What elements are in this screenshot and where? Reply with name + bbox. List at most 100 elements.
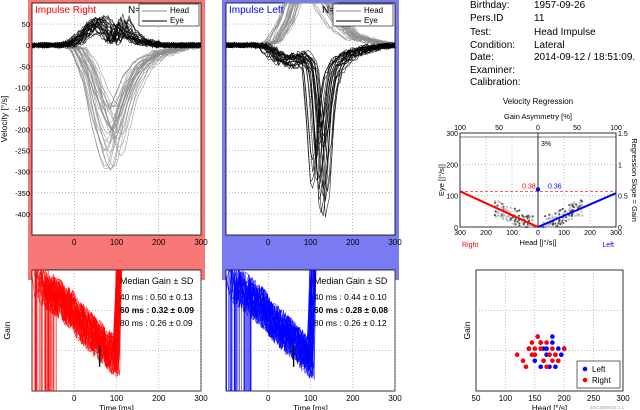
- x-tick-label: 200: [480, 230, 492, 237]
- examiner-row: Examiner:: [470, 65, 640, 78]
- regression-point: [572, 201, 576, 204]
- regression-point: [502, 217, 505, 221]
- x-tick-label: 150: [528, 394, 542, 403]
- x-tick-label: 50: [472, 394, 481, 403]
- gain-trace: [231, 269, 315, 391]
- regression-point: [505, 205, 509, 208]
- watermark: ESCIEMVO3 1.1: [590, 405, 624, 410]
- regression-point: [498, 201, 502, 204]
- x-tick-label: 100: [304, 238, 318, 247]
- right-point: [541, 358, 546, 364]
- eye-trace: [31, 13, 202, 49]
- regression-point: [551, 222, 555, 225]
- regression-point: [503, 214, 506, 217]
- legend-box: [138, 3, 200, 27]
- panel-impulse_right: 0 100 200 300 -400 -350 -300 -250 -200 -150 -100 -5…: [0, 0, 208, 280]
- y-tick-label: 300: [446, 131, 458, 138]
- regression-point: [556, 224, 559, 227]
- y-axis-label: Gain: [462, 321, 472, 339]
- left-point: [556, 346, 561, 351]
- regression-point: [564, 219, 568, 222]
- x-axis-label: Head [|°/s|]: [520, 238, 557, 247]
- regression-point: [560, 222, 564, 225]
- y-tick-label: 200: [446, 162, 458, 169]
- x-tick-label: 300: [388, 238, 402, 247]
- right-tick-label: 1.5: [618, 131, 628, 138]
- regression-point: [568, 214, 571, 217]
- top-tick-label: 50: [495, 125, 503, 132]
- gain-trace: [31, 269, 118, 391]
- regression-point: [564, 210, 567, 213]
- x-tick-label: 200: [584, 230, 596, 237]
- regression-point: [502, 203, 505, 206]
- x-axis-label: Time [ms]: [99, 404, 134, 410]
- regression-point: [554, 222, 557, 225]
- date-row: Date: 2014-09-12 / 18:51:09.: [470, 52, 640, 65]
- regression-point: [570, 213, 574, 216]
- test-row: Test: Head Impulse: [470, 27, 640, 40]
- x-tick-label: 0: [72, 238, 77, 247]
- right-point: [550, 346, 555, 351]
- regression-point: [561, 219, 564, 222]
- legend-box: [332, 3, 394, 27]
- x-tick-label: 300: [616, 394, 630, 403]
- left-point: [559, 352, 564, 358]
- y-tick-label: 0: [454, 225, 458, 232]
- right-point: [544, 364, 549, 370]
- regression-point: [579, 201, 582, 205]
- x-tick-label: 0: [266, 394, 271, 403]
- regression-point: [571, 205, 575, 208]
- y-tick-label: 0: [26, 41, 30, 50]
- right-axis-label: Regression Slope = Gain: [630, 138, 639, 222]
- x-tick-label: 300: [610, 230, 622, 237]
- x-tick-label: 100: [304, 394, 318, 403]
- regression-point: [509, 217, 512, 220]
- birthday-value: 1957-09-26: [534, 0, 586, 11]
- regression-point: [542, 221, 545, 224]
- regression-point: [552, 217, 555, 220]
- regression-point: [505, 217, 508, 220]
- regression-point: [551, 215, 554, 218]
- x-tick-label: 0: [536, 230, 540, 237]
- persid-label: Pers.ID: [470, 12, 504, 24]
- regression-point: [571, 203, 574, 206]
- panel-gain_vs_head: 50 100 150 200 250 300 Left Right Head [°/s] Gain…: [462, 269, 630, 410]
- x-tick-label: 200: [346, 394, 360, 403]
- y-tick-label: -100: [15, 83, 30, 92]
- x-tick-label: 100: [558, 230, 570, 237]
- gain-marker: [535, 187, 541, 192]
- regression-point: [517, 214, 521, 217]
- right-point: [544, 340, 549, 345]
- right-point: [547, 352, 552, 358]
- y-tick-label: -400: [15, 210, 30, 219]
- x-tick-label: 0: [72, 394, 77, 403]
- right-point: [538, 340, 543, 345]
- regression-point: [493, 200, 497, 203]
- regression-point: [527, 224, 530, 227]
- condition-row: Condition: Lateral: [470, 40, 640, 53]
- right-point: [526, 346, 532, 351]
- right-point: [535, 334, 540, 339]
- right-point: [514, 352, 520, 358]
- regression-point: [580, 210, 583, 213]
- regression-point: [553, 225, 556, 229]
- regression-point: [509, 211, 512, 214]
- regression-point: [513, 221, 516, 224]
- y-tick-label: -350: [15, 189, 30, 198]
- regression-point: [558, 213, 561, 216]
- test-label: Test:: [470, 27, 492, 38]
- y-axis-label: Gain: [2, 321, 12, 339]
- legend-label: Right: [592, 376, 611, 385]
- regression-point: [544, 215, 547, 218]
- regression-point: [580, 203, 583, 206]
- eye-trace: [225, 42, 396, 189]
- x-tick-label: 0: [266, 238, 271, 247]
- gain-trace: [35, 269, 122, 391]
- persid-row: Pers.ID 11: [470, 13, 640, 26]
- regression-point: [518, 224, 521, 227]
- regression-point: [497, 210, 500, 213]
- stats-title: Median Gain ± SD: [120, 276, 194, 286]
- gain-trace: [236, 269, 312, 391]
- regression-point: [578, 213, 581, 216]
